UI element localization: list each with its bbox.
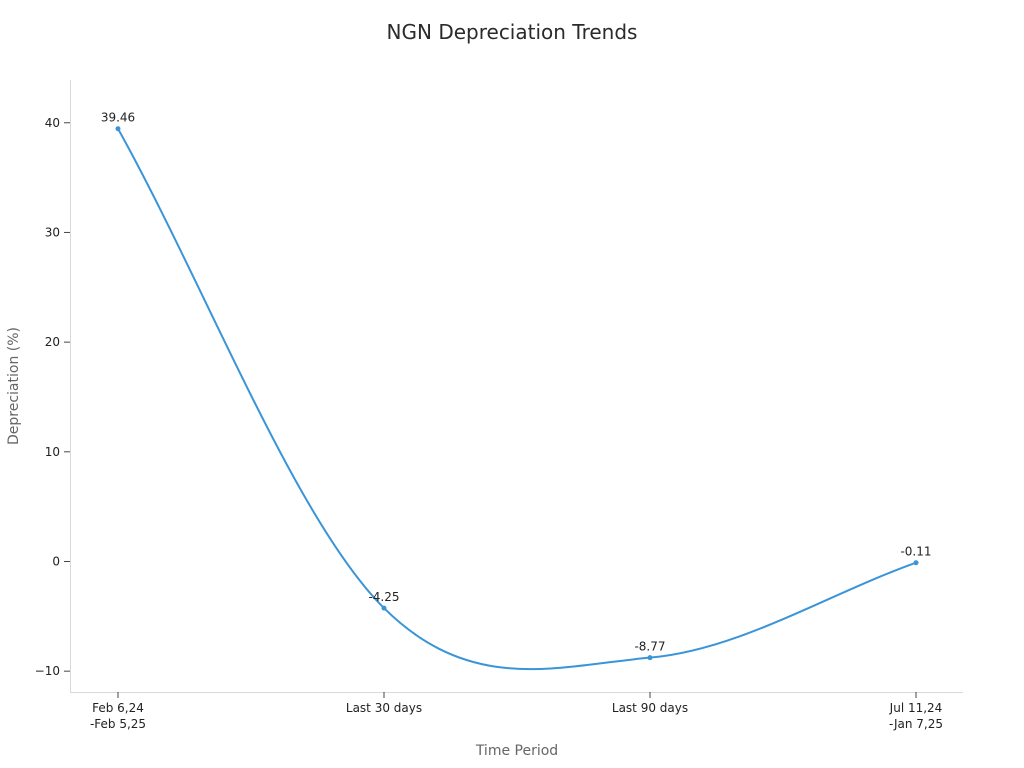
data-label: -4.25 xyxy=(368,590,399,604)
y-tick-label: 0 xyxy=(52,554,60,568)
y-ticks: 40 30 20 10 0 −10 xyxy=(35,116,70,678)
chart-title: NGN Depreciation Trends xyxy=(386,20,638,44)
chart-axes xyxy=(70,80,963,693)
y-tick-label: 30 xyxy=(45,225,60,239)
data-point xyxy=(381,605,387,611)
data-label: -8.77 xyxy=(634,640,665,654)
data-point xyxy=(913,560,919,566)
x-tick-label: Last 90 days xyxy=(612,701,688,715)
x-tick-label: Jul 11,24 -Jan 7,25 xyxy=(889,701,943,731)
y-tick-label: 20 xyxy=(45,335,60,349)
y-tick-label: −10 xyxy=(35,664,60,678)
series-line xyxy=(117,128,917,671)
y-tick-label: 40 xyxy=(45,116,60,130)
x-axis-title: Time Period xyxy=(475,743,558,759)
x-tick-label: Last 30 days xyxy=(346,701,422,715)
y-tick-label: 10 xyxy=(45,445,60,459)
data-point xyxy=(647,655,653,661)
data-label: -0.11 xyxy=(900,545,931,559)
x-tick-label: Feb 6,24 -Feb 5,25 xyxy=(90,701,146,731)
data-label: 39.46 xyxy=(101,111,135,125)
y-axis-title: Depreciation (%) xyxy=(6,327,22,445)
data-points xyxy=(115,126,919,661)
data-point xyxy=(115,126,121,132)
data-labels: 39.46 -4.25 -8.77 -0.11 xyxy=(101,111,932,654)
x-ticks: Feb 6,24 -Feb 5,25 Last 30 days Last 90 day… xyxy=(90,692,943,731)
